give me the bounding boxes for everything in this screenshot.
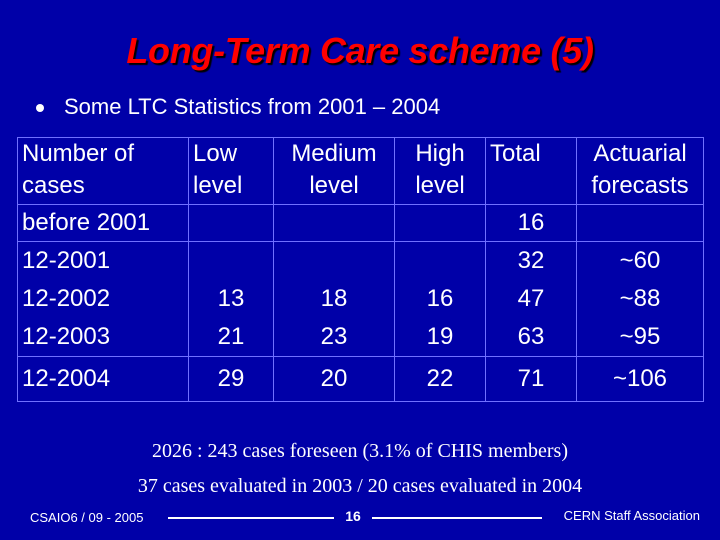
- header-total: Total: [485, 137, 577, 205]
- cell-line: 21: [217, 323, 245, 350]
- table-cell: 13 21: [188, 241, 274, 357]
- header-medium-level: Medium level: [273, 137, 395, 205]
- table-row-group: 12-2001 12-2002 12-2003 13 21 18 23 16 1…: [17, 241, 704, 357]
- header-cell-text: Number of cases: [22, 140, 135, 199]
- header-cell-text: High level: [415, 140, 465, 199]
- header-high-level: High level: [394, 137, 486, 205]
- table-cell: 12-2004: [17, 356, 189, 402]
- header-cell-text: Medium level: [291, 140, 377, 199]
- bullet-item: Some LTC Statistics from 2001 – 2004: [36, 92, 440, 122]
- header-actuarial-forecasts: Actuarial forecasts: [576, 137, 704, 205]
- table-cell: 22: [394, 356, 486, 402]
- cell-line: 19: [426, 323, 454, 350]
- bullet-dot-icon: [36, 104, 44, 112]
- cell-line: ~60: [619, 247, 661, 274]
- slide-title: Long-Term Care scheme (5): [126, 30, 594, 71]
- table-cell: 18 23: [273, 241, 395, 357]
- footer-divider-left: [168, 517, 334, 519]
- header-cell-text: Total: [490, 140, 541, 167]
- cell-line: 13: [217, 285, 245, 312]
- cell-line: 16: [426, 285, 454, 312]
- footer-divider-right: [372, 517, 542, 519]
- cell-line: 18: [320, 285, 348, 312]
- cell-line: 12-2003: [22, 323, 111, 350]
- table-cell: [273, 204, 395, 242]
- cell-line: [278, 242, 390, 280]
- table-cell: ~106: [576, 356, 704, 402]
- table-row: before 2001 16: [17, 204, 704, 242]
- ltc-statistics-table: Number of cases Low level Medium level H…: [17, 137, 704, 402]
- cell-line: 12-2002: [22, 285, 111, 312]
- cell-line: [193, 242, 269, 280]
- table-cell: 20: [273, 356, 395, 402]
- cell-line: 32: [517, 247, 545, 274]
- forecast-note: 2026 : 243 cases foreseen (3.1% of CHIS …: [151, 440, 568, 462]
- table-cell: [188, 204, 274, 242]
- page-number: 16: [345, 508, 361, 524]
- footer-organization: CERN Staff Association: [563, 508, 700, 523]
- table-row: 12-2004 29 20 22 71 ~106: [17, 356, 704, 402]
- cell-line: [399, 242, 481, 280]
- cell-line: 12-2001: [22, 247, 111, 274]
- cell-line: 47: [517, 285, 545, 312]
- cell-line: ~88: [619, 285, 661, 312]
- table-cell: 71: [485, 356, 577, 402]
- cell-line: 63: [517, 323, 545, 350]
- header-number-of-cases: Number of cases: [17, 137, 189, 205]
- table-cell: 32 47 63: [485, 241, 577, 357]
- slide-footer: CSAIO6 / 09 - 2005 16 CERN Staff Associa…: [20, 508, 700, 528]
- cell-line: 23: [320, 323, 348, 350]
- table-cell: [394, 204, 486, 242]
- table-cell: 16 19: [394, 241, 486, 357]
- header-low-level: Low level: [188, 137, 274, 205]
- table-cell: [576, 204, 704, 242]
- bullet-text: Some LTC Statistics from 2001 – 2004: [64, 94, 441, 119]
- table-cell: ~60 ~88 ~95: [576, 241, 704, 357]
- header-cell-text: Low level: [193, 140, 243, 199]
- table-header-row: Number of cases Low level Medium level H…: [17, 137, 704, 205]
- table-cell: 16: [485, 204, 577, 242]
- header-cell-text: Actuarial forecasts: [591, 140, 689, 199]
- table-cell: before 2001: [17, 204, 189, 242]
- cell-line: ~95: [619, 323, 661, 350]
- table-cell: 29: [188, 356, 274, 402]
- evaluation-note: 37 cases evaluated in 2003 / 20 cases ev…: [137, 475, 583, 497]
- table-cell: 12-2001 12-2002 12-2003: [17, 241, 189, 357]
- footer-reference: CSAIO6 / 09 - 2005: [30, 510, 144, 525]
